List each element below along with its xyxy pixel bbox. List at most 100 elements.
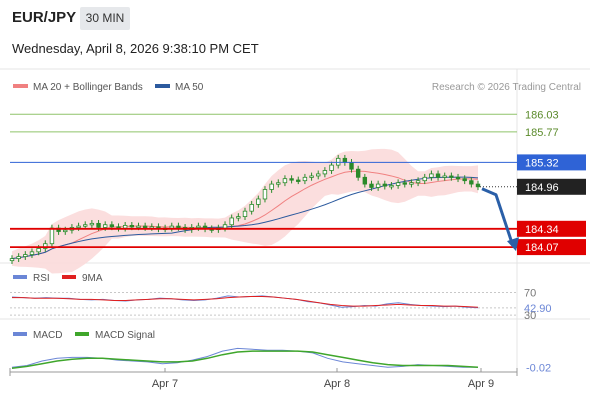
candle-body [76,225,81,228]
candle-body [229,217,234,226]
candle-body [16,256,21,260]
candle-body [89,222,95,226]
last-price-box [517,178,586,195]
candle-body [302,176,308,182]
macd-value-label: -0.02 [526,362,551,374]
candle-body [309,175,314,178]
legend-swatch-macd-signal [75,332,89,336]
support-box [517,239,586,256]
x-tick-label: Apr 9 [468,378,494,390]
candle-body [169,225,174,229]
candle-body [142,225,148,228]
candle-body [382,183,387,187]
candle-body [462,178,467,182]
candle-body [415,180,421,184]
candle-body [9,258,15,262]
support-label: 184.34 [525,224,559,236]
legend-label-9ma: 9MA [82,273,103,284]
candle-body [475,183,481,188]
x-tick-label: Apr 8 [324,378,350,390]
candle-body [422,176,427,182]
candle-body [136,225,141,228]
legend-swatch-ma50 [155,84,170,88]
macd-signal-line [11,350,479,369]
candle-body [129,225,135,228]
candle-body [29,251,35,255]
candle-body [349,161,354,170]
pivot-label: 185.32 [525,157,559,169]
price-legend: MA 20 + Bollinger Bands MA 50 Research ©… [13,82,581,93]
pivot-box [517,154,586,171]
candle-body [442,175,447,178]
resistance-label: 185.77 [525,127,559,139]
candle-body [335,157,341,166]
candle-body [402,182,407,185]
candle-body [109,224,115,228]
last-price-label: 184.96 [525,182,559,194]
legend-swatch-macd [13,332,27,336]
timeframe-button[interactable]: 30 MIN [80,7,130,30]
rsi-level-label: 70 [524,288,536,300]
candle-body [449,175,454,178]
candle-body [83,224,88,227]
rsi-level-label: 30 [524,310,536,322]
candle-body [375,183,381,188]
legend-swatch-rsi [13,275,27,279]
legend-label-rsi: RSI [33,273,50,284]
rsi-line [11,295,479,309]
x-axis-ticks: Apr 7 Apr 8 Apr 9 [9,368,518,390]
ma50-line [11,176,479,260]
candle-body [429,173,434,178]
symbol-title: EUR/JPY [12,9,77,26]
candle-body [103,224,108,228]
legend-swatch-9ma [62,275,76,279]
candle-body [469,180,474,185]
candle-body [289,178,294,181]
price-levels: 186.03 185.77 185.32 184.96 184.34 184.07 [10,109,586,256]
candle-body [316,173,321,177]
candle-body [43,243,48,249]
candle-body [176,225,181,228]
candle-body [122,225,128,229]
candle-body [196,225,201,228]
candle-body [63,229,68,233]
rsi-level-label: 42.90 [524,303,552,315]
x-tick-label: Apr 7 [152,378,178,390]
candle-body [36,248,41,253]
legend-label-ma50: MA 50 [175,82,204,93]
candle-body [23,254,28,257]
legend-label-ma20: MA 20 + Bollinger Bands [33,82,143,93]
candle-body [242,210,248,218]
candle-body [369,183,374,188]
candle-body [282,178,288,184]
candle-body [395,182,401,186]
legend-label-macd-signal: MACD Signal [95,330,155,341]
macd-legend: MACD MACD Signal [13,330,155,341]
rsi-legend: RSI 9MA [13,273,103,284]
credit-text: Research © 2026 Trading Central [432,82,581,93]
candle-body [222,224,228,229]
candle-body [296,179,301,182]
candle-body [322,170,328,175]
candle-body [409,182,414,185]
candle-body [262,189,268,200]
candle-body [276,182,281,185]
support-label: 184.07 [525,242,559,254]
macd-plot: -0.02 [11,347,551,374]
rsi-9ma-line [12,295,479,308]
ma20-line [11,170,479,260]
candle-body [389,185,394,188]
candle-body [455,176,461,180]
candle-body [435,173,441,178]
candle-body [49,227,55,245]
timestamp: Wednesday, April 8, 2026 9:38:10 PM CET [12,41,259,56]
legend-swatch-ma20 [13,84,28,88]
candle-body [249,204,254,212]
candle-body [96,222,101,228]
candle-body [236,216,241,219]
legend-label-macd: MACD [33,330,62,341]
candle-body [342,157,348,163]
price-plot [9,148,481,274]
candle-body [269,183,274,190]
